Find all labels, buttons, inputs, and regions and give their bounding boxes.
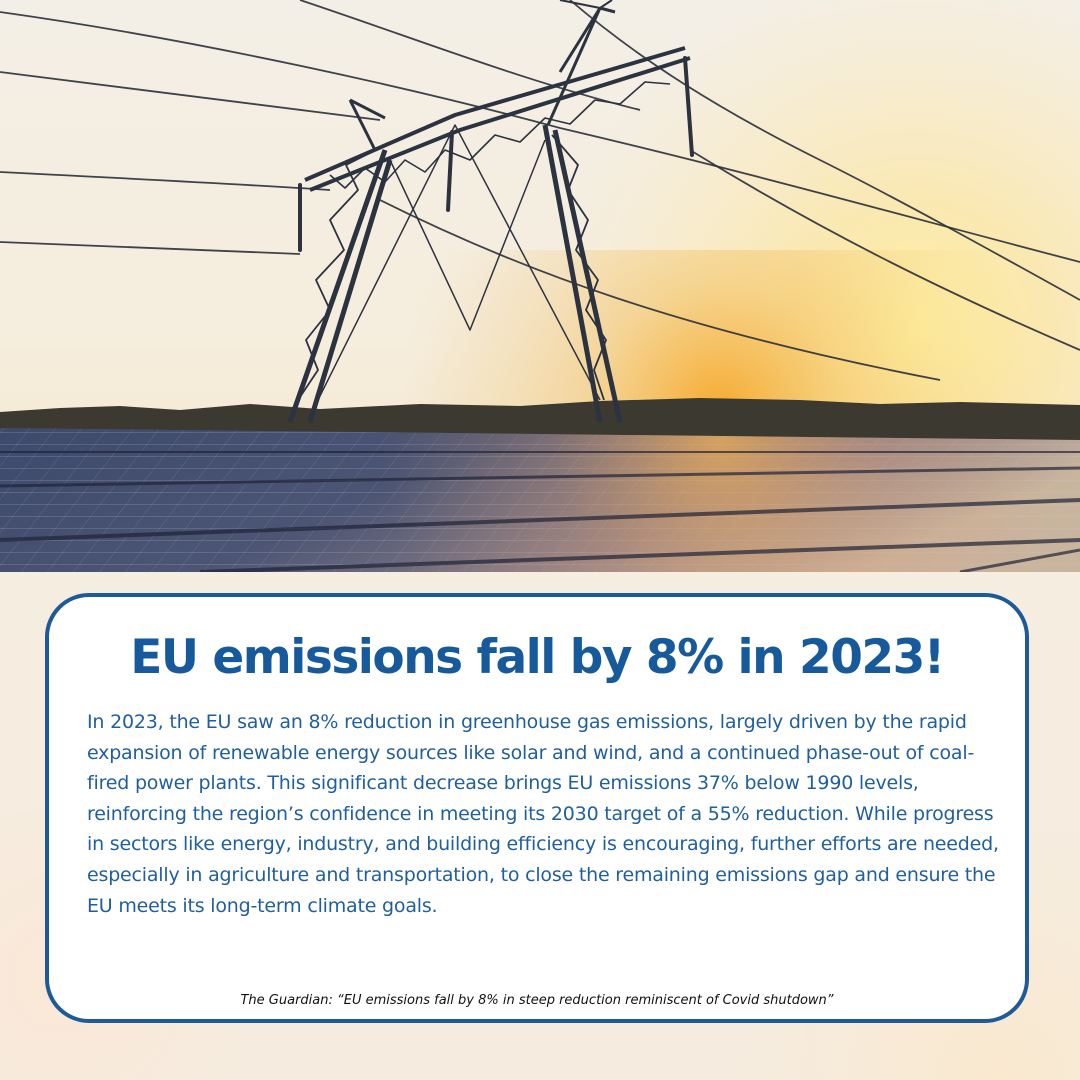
article-body: In 2023, the EU saw an 8% reduction in g…	[87, 711, 999, 917]
headline: EU emissions fall by 8% in 2023!	[130, 630, 945, 685]
source-citation: The Guardian: “EU emissions fall by 8% i…	[240, 993, 834, 1008]
article-card: EU emissions fall by 8% in 2023! In 2023…	[45, 593, 1029, 1023]
hero-photo	[0, 0, 1080, 572]
